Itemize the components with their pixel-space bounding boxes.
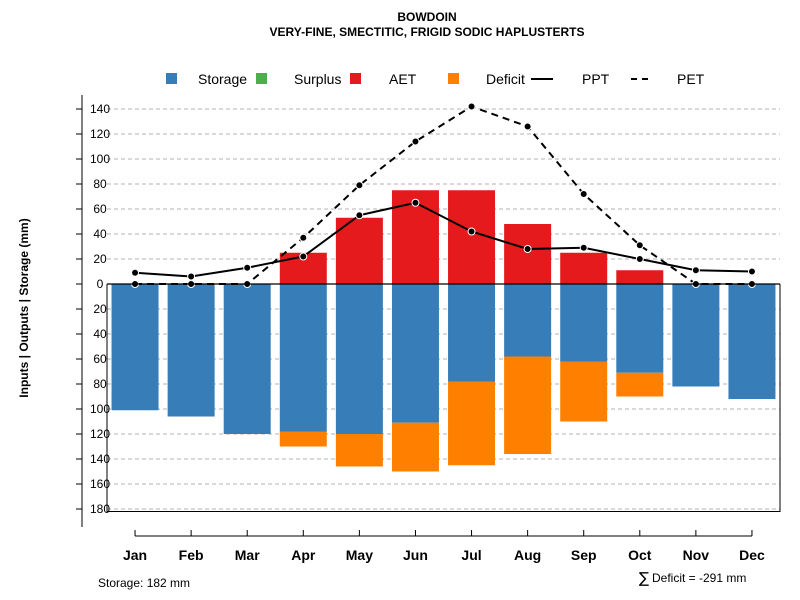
x-tick-label-sep: Sep	[571, 547, 597, 563]
bar-storage-nov	[672, 284, 720, 387]
y-tick-label: 0	[97, 277, 104, 291]
ppt-point-dec	[747, 267, 756, 276]
ppt-point-jan	[131, 268, 140, 277]
y-tick-label: 120	[90, 427, 110, 441]
ppt-line	[134, 201, 752, 278]
ppt-point-feb	[187, 272, 196, 281]
x-tick-label-mar: Mar	[235, 547, 260, 563]
bar-deficit-may	[335, 434, 383, 467]
y-tick-label: 60	[93, 352, 107, 366]
y-tick-label: 140	[90, 452, 110, 466]
ppt-point-sep	[579, 243, 588, 252]
bar-storage-sep	[560, 284, 608, 362]
x-tick-label-oct: Oct	[628, 547, 652, 563]
y-tick-label: 20	[93, 302, 107, 316]
legend-label-pet: PET	[677, 71, 705, 87]
y-tick-label: 40	[93, 327, 107, 341]
ppt-point-nov	[691, 266, 700, 275]
x-tick-label-dec: Dec	[739, 547, 765, 563]
ppt-point-aug	[523, 245, 532, 253]
y-axis-label: Inputs | Outputs | Storage (mm)	[17, 218, 31, 397]
y-tick-label: 60	[93, 202, 107, 216]
pet-point-aug	[523, 122, 532, 131]
bar-storage-mar	[223, 284, 271, 434]
x-tick-label-feb: Feb	[179, 547, 204, 563]
bar-deficit-oct	[616, 372, 664, 397]
bar-deficit-aug	[504, 356, 552, 454]
legend-swatch-surplus	[256, 73, 267, 84]
bar-deficit-sep	[560, 361, 608, 422]
legend: Storage Surplus AET Deficit PPT PET	[166, 71, 705, 87]
y-tick-label: 20	[93, 252, 107, 266]
chart-title: BOWDOIN	[397, 10, 456, 24]
y-tick-label: 40	[93, 227, 107, 241]
gridlines	[107, 108, 780, 510]
bar-storage-jun	[391, 284, 439, 423]
bar-storage-oct	[616, 284, 664, 373]
bar-storage-apr	[279, 284, 327, 432]
y-tick-label: 180	[90, 502, 110, 516]
legend-swatch-deficit	[448, 73, 459, 84]
bar-storage-dec	[728, 284, 776, 399]
legend-label-aet: AET	[389, 71, 417, 87]
ppt-point-jul	[467, 227, 476, 236]
ppt-point-jun	[411, 198, 420, 207]
bar-storage-aug	[504, 284, 552, 357]
bar-aet-sep	[560, 252, 608, 284]
pet-point-sep	[579, 190, 588, 198]
series-lines	[131, 102, 756, 288]
bar-deficit-jul	[448, 381, 496, 466]
x-tick-label-aug: Aug	[514, 547, 541, 563]
bar-storage-jan	[111, 284, 159, 411]
x-tick-label-may: May	[346, 547, 373, 563]
bar-storage-may	[335, 284, 383, 434]
legend-label-ppt: PPT	[582, 71, 610, 87]
pet-point-may	[355, 181, 364, 190]
x-tick-label-jul: Jul	[461, 547, 481, 563]
x-tick-label-apr: Apr	[291, 547, 316, 563]
legend-label-deficit: Deficit	[486, 71, 525, 87]
y-tick-label: 80	[93, 177, 107, 191]
axes: 140 120 100 80 60 40 20 0 20 40 60 80 100 120 140 160 18…	[76, 95, 781, 563]
legend-label-storage: Storage	[198, 71, 247, 87]
x-tick-label-nov: Nov	[683, 547, 710, 563]
bars	[111, 190, 776, 472]
bar-aet-aug	[504, 224, 552, 284]
deficit-annotation: Deficit = -291 mm	[652, 571, 746, 585]
legend-swatch-aet	[350, 73, 361, 84]
ppt-point-mar	[243, 263, 252, 272]
x-tick-label-jan: Jan	[123, 547, 147, 563]
bar-deficit-apr	[279, 431, 327, 447]
pet-line	[135, 105, 752, 285]
ppt-point-may	[355, 211, 364, 220]
legend-label-surplus: Surplus	[294, 71, 341, 87]
y-tick-label: 100	[90, 152, 110, 166]
ppt-point-oct	[635, 255, 644, 263]
bar-deficit-jun	[391, 422, 439, 472]
pet-point-oct	[635, 241, 644, 250]
y-tick-label: 100	[90, 402, 110, 416]
bar-aet-oct	[616, 270, 664, 284]
chart-subtitle: VERY-FINE, SMECTITIC, FRIGID SODIC HAPLU…	[270, 25, 585, 39]
y-tick-label: 120	[90, 127, 110, 141]
storage-annotation: Storage: 182 mm	[98, 576, 190, 590]
y-tick-label: 80	[93, 377, 107, 391]
legend-swatch-storage	[166, 73, 177, 84]
pet-point-jul	[467, 102, 476, 111]
pet-point-jun	[411, 137, 420, 146]
bar-storage-jul	[448, 284, 496, 382]
sum-symbol: ∑	[639, 569, 649, 587]
bar-storage-feb	[167, 284, 215, 417]
y-tick-label: 140	[90, 102, 110, 116]
ppt-point-apr	[299, 252, 308, 261]
bar-aet-may	[335, 217, 383, 284]
pet-point-apr	[299, 233, 308, 242]
x-tick-label-jun: Jun	[403, 547, 428, 563]
y-tick-label: 160	[90, 477, 110, 491]
plot-frame	[106, 284, 781, 512]
